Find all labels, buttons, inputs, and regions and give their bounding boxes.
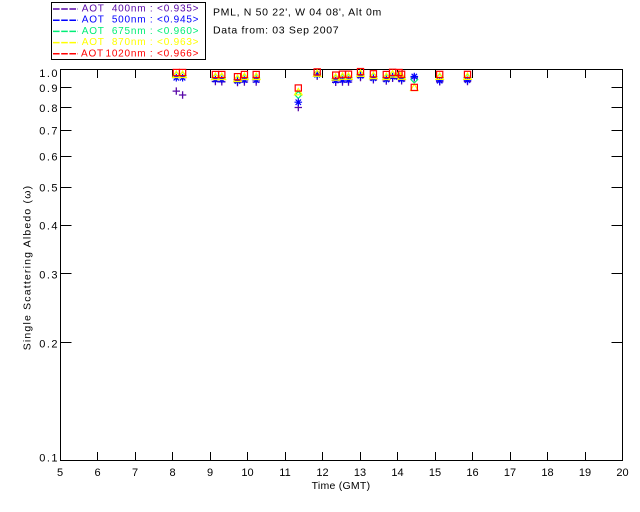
svg-text:0.1: 0.1 [39, 453, 59, 465]
svg-text:0.4: 0.4 [39, 221, 59, 233]
svg-text:18: 18 [541, 467, 553, 479]
svg-text:PML, N 50 22', W 04 08', Alt 0: PML, N 50 22', W 04 08', Alt 0m [213, 7, 382, 19]
svg-text:14: 14 [391, 467, 403, 479]
svg-text:0.9: 0.9 [39, 83, 59, 95]
svg-text:1020nm : <0.966>: 1020nm : <0.966> [105, 48, 199, 59]
svg-text:AOT 400nm : <0.935>: AOT 400nm : <0.935> [82, 4, 200, 15]
svg-text:19: 19 [579, 467, 591, 479]
svg-text:5: 5 [57, 467, 63, 479]
svg-text:1.0: 1.0 [39, 68, 59, 80]
svg-text:Data from: 03 Sep 2007: Data from: 03 Sep 2007 [213, 25, 339, 37]
svg-text:0.3: 0.3 [39, 269, 59, 281]
svg-text:0.6: 0.6 [39, 152, 59, 164]
svg-text:7: 7 [132, 467, 138, 479]
svg-text:15: 15 [429, 467, 441, 479]
svg-text:AOT 500nm : <0.945>: AOT 500nm : <0.945> [82, 15, 200, 26]
svg-text:AOT 870nm : <0.963>: AOT 870nm : <0.963> [82, 37, 200, 48]
svg-text:6: 6 [94, 467, 100, 479]
svg-text:17: 17 [504, 467, 516, 479]
svg-text:Single Scattering Albedo (ω): Single Scattering Albedo (ω) [22, 185, 34, 351]
svg-text:12: 12 [316, 467, 328, 479]
svg-text:AOT: AOT [81, 48, 104, 59]
svg-text:20: 20 [616, 467, 628, 479]
svg-text:13: 13 [354, 467, 366, 479]
svg-text:0.2: 0.2 [39, 338, 59, 350]
svg-text:0.5: 0.5 [39, 183, 59, 195]
svg-text:Time (GMT): Time (GMT) [312, 480, 371, 492]
svg-text:0.7: 0.7 [39, 126, 59, 138]
svg-text:9: 9 [207, 467, 213, 479]
svg-text:0.8: 0.8 [39, 103, 59, 115]
svg-text:16: 16 [466, 467, 478, 479]
svg-text:11: 11 [279, 467, 290, 479]
svg-text:10: 10 [241, 467, 253, 479]
svg-text:AOT 675nm : <0.960>: AOT 675nm : <0.960> [82, 26, 200, 37]
svg-text:8: 8 [169, 467, 175, 479]
